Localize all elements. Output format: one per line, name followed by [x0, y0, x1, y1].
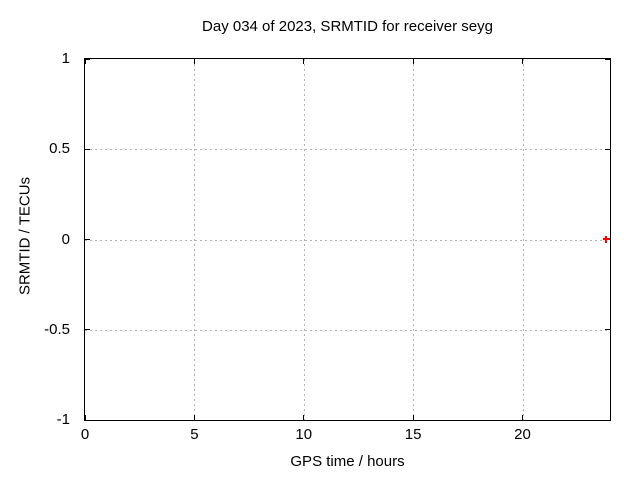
x-tick-label: 10: [295, 426, 313, 443]
plot-area: 0 5 10 15 20 1 0.5 0 -0.5 -1: [44, 50, 611, 443]
y-tick-mark-left: [85, 239, 90, 240]
y-tick-label: -0.5: [44, 320, 70, 338]
y-tick-mark-left: [85, 419, 90, 421]
x-tick-mark-top: [84, 59, 86, 64]
y-tick-mark-left: [85, 58, 90, 60]
x-tick-label: 15: [404, 426, 422, 443]
y-tick-label: -1: [56, 411, 70, 428]
x-tick-mark-bottom: [412, 415, 414, 420]
x-tick-mark-top: [522, 59, 523, 64]
y-gridline: [85, 239, 610, 241]
chart-title: Day 034 of 2023, SRMTID for receiver sey…: [202, 18, 493, 35]
x-tick-label: 0: [80, 426, 90, 443]
x-tick-label: 20: [514, 426, 531, 443]
y-tick-mark-right: [605, 329, 610, 331]
y-tick-label: 1: [61, 50, 70, 67]
data-point-marker: [602, 235, 610, 243]
y-gridline: [85, 149, 610, 151]
y-tick-mark-left: [85, 329, 90, 331]
x-tick-mark-top: [412, 59, 414, 64]
x-tick-mark-top: [193, 59, 195, 64]
x-axis-label: GPS time / hours: [290, 453, 405, 470]
y-tick-label: 0.5: [49, 140, 70, 158]
y-tick-mark-left: [85, 148, 90, 150]
y-tick-label: 0: [61, 230, 70, 248]
y-gridline: [85, 329, 610, 331]
y-tick-mark-right: [605, 148, 610, 150]
x-tick-mark-bottom: [303, 415, 305, 420]
y-axis-label: SRMTID / TECUs: [16, 176, 34, 296]
x-tick-mark-bottom: [84, 415, 86, 420]
plus-icon: [605, 235, 608, 243]
x-tick-mark-top: [303, 59, 305, 64]
x-tick-mark-bottom: [193, 415, 195, 420]
x-tick-label: 5: [190, 426, 199, 443]
x-tick-mark-bottom: [522, 415, 523, 420]
y-tick-mark-right: [605, 419, 610, 421]
y-tick-mark-right: [605, 58, 610, 60]
